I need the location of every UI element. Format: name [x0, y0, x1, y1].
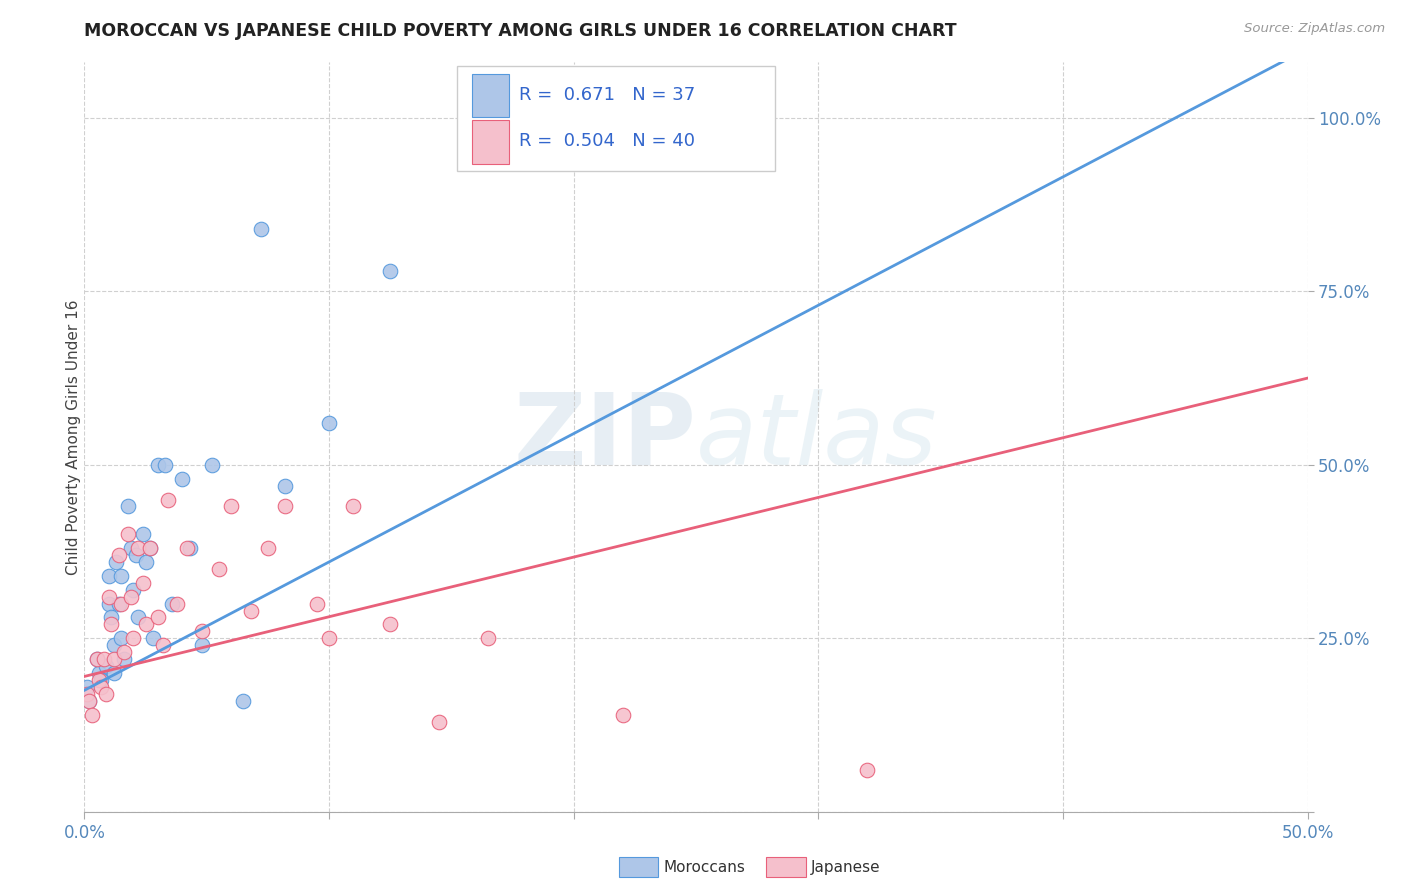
Bar — [472, 120, 509, 163]
Point — [380, 263, 402, 277]
Point — [176, 541, 198, 555]
Point — [100, 617, 122, 632]
Point — [110, 632, 132, 646]
Point — [318, 416, 340, 430]
Point — [127, 541, 149, 555]
Point — [342, 500, 364, 514]
FancyBboxPatch shape — [457, 66, 776, 171]
Point — [87, 673, 110, 687]
Point — [427, 714, 450, 729]
Point — [856, 763, 879, 777]
Point — [112, 652, 135, 666]
Text: Japanese: Japanese — [811, 860, 882, 874]
Point — [122, 582, 145, 597]
Point — [97, 590, 120, 604]
Point — [96, 659, 118, 673]
Point — [274, 500, 297, 514]
Point — [612, 707, 634, 722]
Point — [76, 687, 98, 701]
Point — [110, 569, 132, 583]
Point — [139, 541, 162, 555]
Text: R =  0.504   N = 40: R = 0.504 N = 40 — [519, 132, 695, 150]
Point — [103, 652, 125, 666]
Point — [318, 632, 340, 646]
Point — [135, 617, 157, 632]
Point — [191, 638, 214, 652]
Point — [152, 638, 174, 652]
Point — [146, 458, 169, 472]
Point — [132, 575, 155, 590]
Y-axis label: Child Poverty Among Girls Under 16: Child Poverty Among Girls Under 16 — [66, 300, 80, 574]
Point — [172, 472, 194, 486]
Point — [117, 500, 139, 514]
Point — [80, 707, 103, 722]
Text: Moroccans: Moroccans — [664, 860, 745, 874]
Point — [132, 527, 155, 541]
Point — [142, 632, 165, 646]
Point — [380, 617, 402, 632]
Point — [219, 500, 242, 514]
Bar — [472, 74, 509, 117]
Point — [103, 665, 125, 680]
Point — [120, 590, 142, 604]
Text: R =  0.671   N = 37: R = 0.671 N = 37 — [519, 86, 695, 103]
Point — [232, 694, 254, 708]
Point — [135, 555, 157, 569]
Point — [200, 458, 222, 472]
Point — [107, 597, 129, 611]
Point — [87, 665, 110, 680]
Text: Source: ZipAtlas.com: Source: ZipAtlas.com — [1244, 22, 1385, 36]
Point — [103, 638, 125, 652]
Point — [156, 492, 179, 507]
Point — [139, 541, 162, 555]
Point — [90, 680, 112, 694]
Point — [97, 569, 120, 583]
Point — [239, 603, 262, 617]
Point — [105, 555, 128, 569]
Point — [86, 652, 108, 666]
Point — [122, 632, 145, 646]
Text: ZIP: ZIP — [513, 389, 696, 485]
Point — [146, 610, 169, 624]
Point — [477, 632, 499, 646]
Point — [305, 597, 328, 611]
Point — [93, 652, 115, 666]
Point — [96, 687, 118, 701]
Point — [107, 548, 129, 562]
Point — [110, 597, 132, 611]
Point — [112, 645, 135, 659]
Point — [86, 652, 108, 666]
Point — [153, 458, 176, 472]
Point — [162, 597, 184, 611]
Point — [274, 478, 297, 492]
Point — [257, 541, 280, 555]
Point — [249, 222, 271, 236]
Point — [120, 541, 142, 555]
Point — [208, 562, 231, 576]
Point — [97, 597, 120, 611]
Point — [191, 624, 214, 639]
Point — [77, 694, 100, 708]
Point — [117, 527, 139, 541]
Point — [127, 610, 149, 624]
Point — [179, 541, 201, 555]
Point — [77, 694, 100, 708]
Point — [166, 597, 188, 611]
Text: MOROCCAN VS JAPANESE CHILD POVERTY AMONG GIRLS UNDER 16 CORRELATION CHART: MOROCCAN VS JAPANESE CHILD POVERTY AMONG… — [84, 22, 957, 40]
Point — [90, 673, 112, 687]
Point — [100, 610, 122, 624]
Text: atlas: atlas — [696, 389, 938, 485]
Point — [76, 680, 98, 694]
Point — [125, 548, 148, 562]
